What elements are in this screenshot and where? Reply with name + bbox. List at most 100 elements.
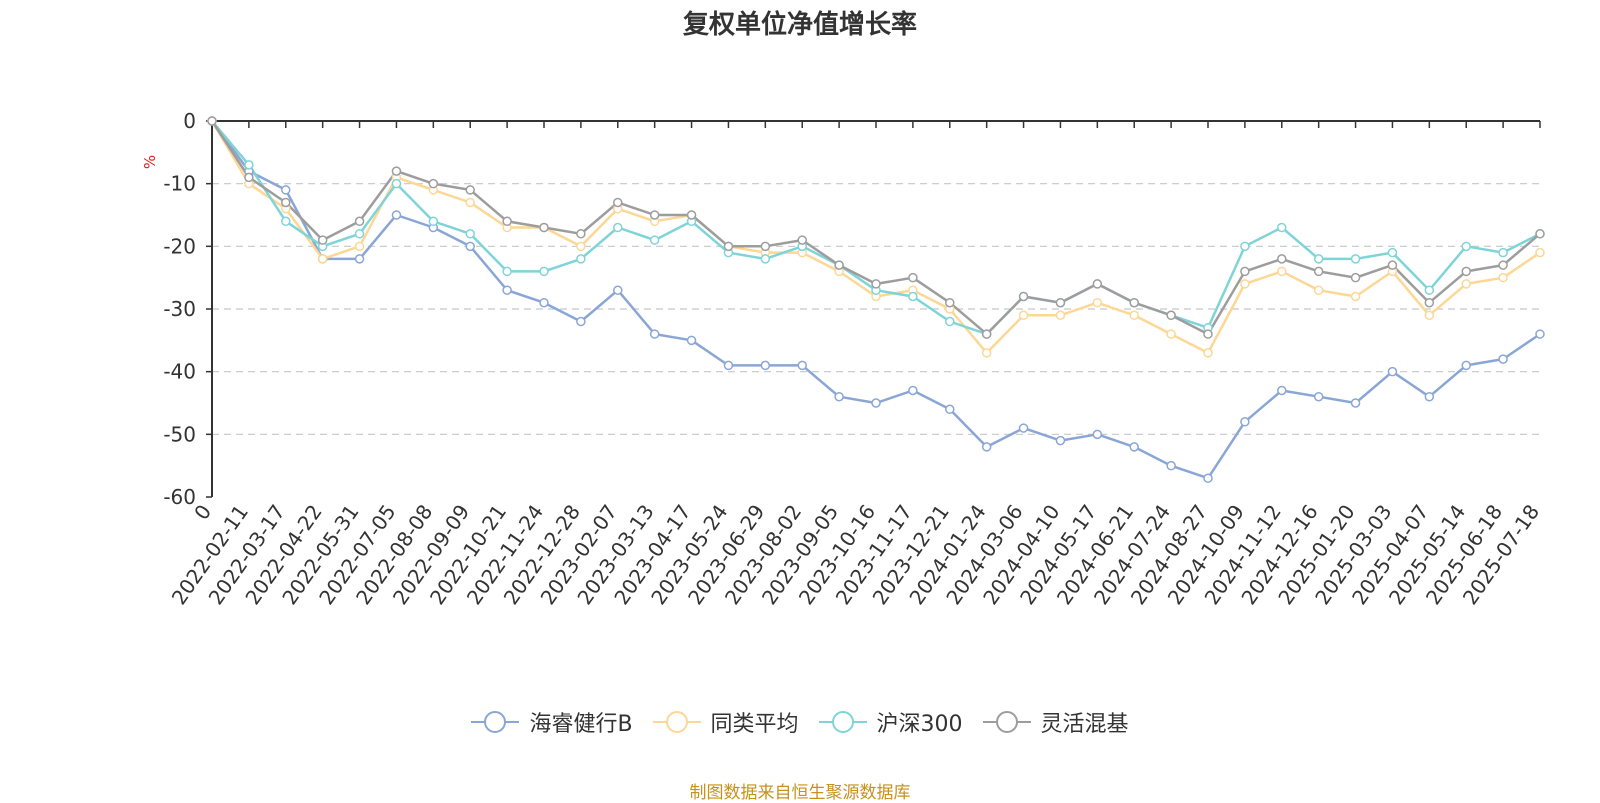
series-line-3 (211, 120, 1541, 336)
data-point (1203, 348, 1213, 358)
data-point (502, 285, 512, 295)
data-point (1498, 354, 1508, 364)
data-point (1166, 329, 1176, 339)
data-point (1203, 329, 1213, 339)
data-point (1535, 329, 1545, 339)
data-point (686, 210, 697, 220)
data-point (613, 197, 623, 208)
data-point (576, 229, 586, 239)
data-point (281, 216, 291, 227)
data-point (760, 254, 771, 264)
data-point (981, 329, 992, 339)
data-point (539, 222, 549, 233)
data-point (945, 316, 955, 327)
data-point (539, 297, 549, 308)
data-point (1461, 241, 1471, 252)
data-point (317, 254, 328, 264)
series-line-2 (210, 120, 1541, 355)
data-point (760, 241, 771, 252)
data-point (1055, 310, 1066, 321)
data-point (1018, 291, 1029, 302)
data-point (760, 360, 771, 371)
data-point (1313, 391, 1324, 402)
y-tick-label: -40 (163, 360, 196, 384)
data-point (1129, 442, 1139, 452)
data-point (908, 272, 918, 283)
data-point (613, 222, 623, 233)
data-point (354, 241, 365, 252)
data-point (945, 297, 955, 308)
legend-label: 灵活混基 (1040, 712, 1129, 737)
data-point (834, 260, 844, 270)
y-tick-label: -10 (163, 172, 196, 196)
data-point (1313, 254, 1324, 264)
legend-label: 海睿健行B (529, 712, 633, 737)
data-point (1387, 247, 1398, 258)
data-point (391, 178, 402, 189)
data-point (317, 235, 328, 245)
legend-item-series-1[interactable]: 海睿健行B (471, 706, 633, 738)
data-point (1277, 254, 1287, 264)
y-axis-unit: % (141, 155, 159, 169)
data-point (1313, 285, 1324, 295)
data-point (1350, 291, 1361, 302)
data-point (1424, 310, 1435, 321)
data-point (1498, 272, 1508, 283)
data-point (1350, 398, 1361, 408)
line-chart: % 0-10-20-30-40-50-6002022-02-112022-03-… (141, 109, 1545, 609)
data-point (244, 160, 254, 170)
legend-label: 沪深300 (876, 712, 963, 737)
data-point (539, 266, 549, 277)
data-point (945, 404, 955, 415)
data-point (1055, 297, 1066, 308)
data-point (391, 210, 402, 220)
data-point (207, 116, 217, 126)
data-point (1461, 360, 1471, 371)
data-point (244, 172, 254, 183)
x-tick-label: 0 (189, 500, 216, 524)
data-point (1535, 247, 1545, 258)
data-point (1498, 260, 1508, 270)
legend-item-series-2[interactable]: 同类平均 (652, 706, 799, 738)
y-tick-label: -20 (163, 234, 196, 258)
data-point (1240, 279, 1250, 289)
data-point (576, 254, 586, 264)
data-point (649, 329, 660, 339)
data-point (1092, 429, 1103, 440)
data-point (1498, 247, 1508, 258)
data-point (908, 291, 918, 302)
data-point (1277, 266, 1287, 277)
data-point (1387, 260, 1398, 270)
data-point (502, 266, 512, 277)
data-point (1277, 222, 1287, 233)
legend-item-series-3[interactable]: 沪深300 (818, 706, 963, 738)
y-tick-label: -60 (163, 485, 196, 509)
data-point (428, 178, 439, 189)
data-point (1092, 297, 1103, 308)
data-point (1424, 285, 1435, 295)
data-point (834, 391, 844, 402)
series-line-4 (210, 120, 1541, 336)
data-point (908, 385, 918, 396)
data-point (428, 216, 439, 227)
data-point (871, 398, 881, 408)
data-point (1092, 279, 1103, 289)
data-point (871, 279, 881, 289)
data-point (1350, 254, 1361, 264)
data-point (1461, 279, 1471, 289)
data-point (1277, 385, 1287, 396)
source-note: 制图数据来自恒生聚源数据库 (689, 783, 911, 803)
legend: 海睿健行B 同类平均 沪深300 灵活混基 (0, 706, 1600, 738)
data-point (1240, 417, 1250, 427)
y-tick-label: -50 (163, 422, 196, 446)
legend-line-circle-icon (818, 711, 867, 733)
data-point (686, 335, 697, 346)
data-point (797, 235, 807, 245)
data-point (649, 235, 660, 245)
data-point (1387, 366, 1398, 377)
data-point (723, 360, 734, 371)
data-point (1461, 266, 1471, 277)
data-point (981, 442, 992, 452)
legend-item-series-4[interactable]: 灵活混基 (982, 706, 1129, 738)
legend-line-circle-icon (471, 711, 520, 733)
